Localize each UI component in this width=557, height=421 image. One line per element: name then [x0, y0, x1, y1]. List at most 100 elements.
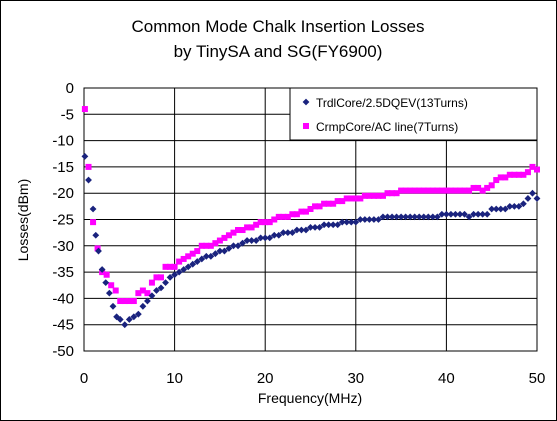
trdlcore-data-point — [393, 213, 400, 221]
crmpcore-data-point — [420, 187, 427, 194]
trdlcore-data-point — [175, 268, 183, 276]
crmpcore-data-point — [312, 203, 319, 210]
trdlcore-data-point — [166, 273, 174, 281]
trdlcore-data-point — [193, 258, 201, 265]
legend-label-crmpcore: CrmpCore/AC line(7Turns) — [316, 120, 458, 134]
trdlcore-data-point — [113, 313, 121, 321]
crmpcore-data-point — [121, 298, 128, 305]
crmpcore-data-point — [139, 287, 146, 294]
trdlcore-data-point — [420, 213, 428, 221]
trdlcore-data-point — [356, 216, 364, 223]
trdlcore-data-point — [85, 176, 92, 184]
trdlcore-data-point — [184, 263, 192, 271]
crmpcore-data-point — [456, 187, 463, 194]
crmpcore-data-point — [443, 187, 450, 194]
crmpcore-data-point — [488, 182, 495, 189]
trdlcore-data-point — [424, 213, 432, 221]
trdlcore-data-point — [506, 202, 514, 210]
trdlcore-data-point — [361, 216, 369, 223]
x-tick-label: 20 — [257, 370, 274, 387]
crmpcore-data-point — [126, 298, 133, 305]
trdlcore-data-point — [171, 271, 178, 279]
legend-box — [289, 87, 538, 141]
trdlcore-data-point — [144, 297, 151, 305]
crmpcore-data-point — [515, 171, 522, 178]
crmpcore-data-point — [153, 274, 160, 281]
trdlcore-data-point — [352, 218, 360, 226]
x-tick-label: 0 — [80, 370, 88, 387]
trdlcore-data-point — [365, 216, 373, 223]
trdlcore-data-point — [438, 210, 446, 218]
crmpcore-data-point — [266, 219, 273, 226]
crmpcore-data-point — [502, 174, 509, 181]
y-tick-label: -25 — [52, 212, 74, 229]
crmpcore-data-point — [402, 187, 409, 194]
legend-label-trdlcore: TrdlCore/2.5DQEV(13Turns) — [316, 96, 468, 110]
trdlcore-data-point — [343, 218, 351, 226]
chart-title-line-1: Common Mode Chalk Insertion Losses — [132, 17, 425, 36]
trdlcore-data-point — [379, 213, 387, 221]
y-axis-label: Losses(dBm) — [15, 179, 31, 261]
trdlcore-data-point — [275, 231, 283, 239]
trdlcore-data-point — [180, 266, 188, 273]
y-tick-label: -5 — [61, 106, 74, 123]
crmpcore-data-point — [375, 192, 382, 199]
crmpcore-data-point — [239, 227, 246, 234]
crmpcore-data-point — [524, 169, 531, 176]
trdlcore-data-point — [470, 210, 477, 218]
y-tick-label: -20 — [52, 185, 74, 202]
crmpcore-data-point — [411, 187, 418, 194]
trdlcore-data-point — [302, 226, 310, 234]
trdlcore-data-point — [406, 213, 414, 221]
trdlcore-data-point — [329, 221, 337, 229]
crmpcore-data-point — [280, 213, 287, 220]
crmpcore-data-point — [334, 198, 341, 205]
x-tick-label: 30 — [347, 370, 364, 387]
trdlcore-data-point — [239, 239, 246, 247]
crmpcore-data-point — [108, 282, 115, 289]
crmpcore-data-point — [262, 219, 269, 226]
trdlcore-data-point — [402, 213, 410, 221]
trdlcore-data-point — [384, 213, 391, 221]
trdlcore-data-point — [221, 247, 228, 255]
legend: TrdlCore/2.5DQEV(13Turns) CrmpCore/AC li… — [289, 87, 538, 141]
crmpcore-data-point — [117, 298, 124, 305]
y-tick-label: -35 — [52, 264, 74, 281]
trdlcore-data-point — [248, 237, 256, 244]
crmpcore-data-point — [203, 242, 210, 249]
trdlcore-data-point — [288, 229, 296, 237]
crmpcore-data-point — [235, 227, 242, 234]
crmpcore-data-point — [370, 192, 377, 199]
crmpcore-data-point — [212, 240, 219, 247]
crmpcore-data-point — [497, 174, 504, 181]
crmpcore-data-point — [325, 200, 332, 207]
trdlcore-data-point — [447, 210, 455, 218]
crmpcore-data-point — [330, 200, 337, 207]
crmpcore-data-point — [352, 195, 359, 202]
trdlcore-data-point — [307, 223, 314, 231]
y-tick-label: -50 — [52, 343, 74, 360]
crmpcore-data-point — [112, 287, 119, 294]
crmpcore-data-point — [407, 187, 414, 194]
crmpcore-data-point — [511, 171, 518, 178]
trdlcore-data-point — [325, 221, 333, 229]
trdlcore-data-point — [162, 279, 169, 287]
crmpcore-data-point — [275, 213, 282, 220]
y-tick-label: -30 — [52, 238, 74, 255]
crmpcore-data-point — [506, 171, 513, 178]
trdlcore-data-point — [443, 210, 450, 218]
crmpcore-data-point — [475, 184, 482, 191]
trdlcore-data-point — [529, 189, 536, 197]
trdlcore-data-point — [121, 321, 129, 329]
chart-title-line-2: by TinySA and SG(FY6900) — [174, 42, 383, 61]
crmpcore-data-point — [398, 187, 405, 194]
x-tick-label: 50 — [529, 370, 546, 387]
trdlcore-data-point — [257, 234, 265, 242]
crmpcore-data-point — [162, 263, 169, 270]
trdlcore-data-point — [488, 205, 496, 213]
trdlcore-data-point — [311, 223, 319, 231]
crmpcore-data-point — [198, 242, 205, 249]
crmpcore-data-point — [176, 258, 183, 265]
trdlcore-data-point — [492, 205, 500, 213]
trdlcore-data-point — [461, 210, 468, 218]
